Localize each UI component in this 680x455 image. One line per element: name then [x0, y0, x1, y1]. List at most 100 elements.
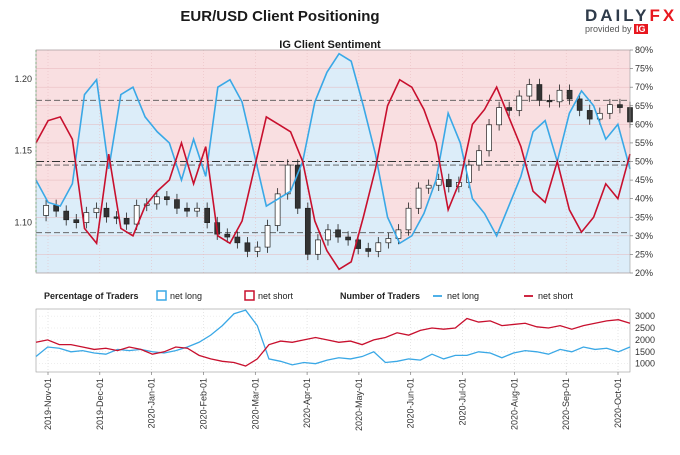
candle-body — [194, 207, 200, 212]
traders-tick-label: 2500 — [635, 323, 655, 333]
date-tick-label: 2020-Sep-01 — [561, 378, 571, 430]
legend: Percentage of Traders net long net short… — [44, 290, 574, 301]
pct-tick-label: 30% — [635, 231, 653, 241]
candle-body — [325, 229, 331, 241]
candle-body — [435, 179, 442, 186]
candle-body — [63, 210, 70, 221]
date-tick-label: 2020-Jan-01 — [147, 378, 157, 429]
traders-axis: 1000 1500 2000 2500 3000 — [635, 311, 655, 369]
pct-tick-label: 80% — [635, 45, 653, 55]
candle-body — [164, 196, 170, 200]
percent-axis: 20% 25% 30% 35% 40% 45% 50% 55% 60% 65% 70% 75% 80% — [630, 45, 653, 278]
price-tick-label: 1.15 — [14, 146, 32, 156]
candle-body — [43, 205, 49, 216]
pct-tick-label: 70% — [635, 82, 653, 92]
candle-body — [204, 207, 211, 223]
candle-body — [566, 89, 573, 100]
candle-body — [385, 238, 392, 244]
date-tick-label: 2020-Jul-01 — [458, 378, 468, 426]
candle-body — [254, 246, 261, 252]
net-short-traders-line — [35, 317, 631, 367]
candle-body — [234, 236, 241, 244]
traders-tick-label: 2000 — [635, 335, 655, 345]
logo-provided-by: provided by — [585, 24, 632, 34]
candle-body — [315, 239, 321, 255]
candle-body — [486, 124, 492, 152]
candle-body — [284, 164, 291, 195]
candle-body — [224, 233, 231, 238]
candle-body — [476, 150, 482, 166]
net-long-pct-line — [35, 52, 631, 245]
candle-body — [425, 184, 432, 189]
main-panel: 1.10 1.15 1.20 20% 25% 30% 35% 40% 45% 50% 55% 60%… — [14, 45, 653, 278]
date-tick-label: 2019-Dec-01 — [95, 378, 105, 430]
date-tick-label: 2020-Oct-01 — [613, 378, 623, 428]
candle-body — [506, 107, 513, 111]
pct-tick-label: 50% — [635, 157, 653, 167]
pct-tick-label: 65% — [635, 101, 653, 111]
candle-body — [103, 207, 110, 218]
candle-body — [405, 207, 412, 231]
price-axis: 1.10 1.15 1.20 — [14, 74, 32, 228]
candle-body — [83, 212, 90, 223]
net-short-pct-line — [35, 78, 631, 271]
date-tick-label: 2020-Mar-01 — [250, 378, 260, 430]
candle-body — [153, 196, 160, 205]
legend-num-long: net long — [447, 291, 479, 301]
candle-body — [516, 95, 523, 111]
date-tick-label: 2020-Aug-01 — [509, 378, 519, 430]
candle-body — [304, 207, 311, 255]
traders-tick-label: 3000 — [635, 311, 655, 321]
legend-pct-long-swatch — [156, 290, 167, 301]
candle-body — [294, 164, 301, 209]
candle-body — [526, 84, 533, 97]
candle-body — [496, 107, 502, 126]
price-tick-label: 1.10 — [14, 218, 32, 228]
candle-body — [244, 242, 251, 252]
ig-logo-icon: IG — [634, 24, 648, 34]
pct-tick-label: 45% — [635, 175, 653, 185]
dailyfx-logo: DAILYFX provided by IG — [585, 6, 675, 40]
legend-num-label: Number of Traders — [340, 291, 420, 301]
candle-body — [415, 187, 422, 209]
price-tick-label: 1.20 — [14, 74, 32, 84]
candle-body — [365, 248, 372, 252]
price-candles — [43, 78, 633, 261]
net-long-area — [36, 53, 630, 273]
chart-subtitle: IG Client Sentiment — [279, 39, 381, 51]
candle-body — [536, 84, 543, 101]
date-axis: 2019-Nov-01 2019-Dec-01 2020-Jan-01 2020-Fe… — [43, 372, 623, 431]
candle-body — [73, 219, 80, 223]
legend-pct-short: net short — [258, 291, 294, 301]
candle-body — [586, 110, 593, 120]
candle-body — [375, 242, 382, 252]
pct-tick-label: 75% — [635, 64, 653, 74]
pct-tick-label: 40% — [635, 194, 653, 204]
legend-num-short: net short — [538, 291, 574, 301]
date-tick-label: 2019-Nov-01 — [43, 378, 53, 430]
traders-panel: 1000 1500 2000 2500 3000 — [35, 308, 655, 373]
traders-tick-label: 1500 — [635, 347, 655, 357]
net-long-traders-line — [35, 309, 631, 366]
logo-wordmark: DAILYFX — [585, 6, 675, 26]
candle-body — [123, 217, 130, 225]
candle-body — [93, 207, 100, 213]
candle-body — [264, 225, 271, 248]
candle-body — [546, 100, 553, 103]
candle-body — [576, 98, 583, 111]
candle-body — [184, 207, 190, 212]
date-tick-label: 2020-Feb-01 — [198, 378, 208, 430]
pct-tick-label: 25% — [635, 249, 653, 259]
chart-title: EUR/USD Client Positioning — [180, 8, 380, 25]
logo-daily: DAILY — [585, 6, 650, 25]
date-tick-label: 2020-May-01 — [354, 378, 364, 431]
candle-body — [274, 193, 281, 226]
candle-body — [445, 179, 452, 188]
pct-tick-label: 55% — [635, 138, 653, 148]
date-tick-label: 2020-Jun-01 — [406, 378, 416, 429]
candle-body — [133, 205, 140, 225]
legend-pct-long: net long — [170, 291, 202, 301]
legend-pct-label: Percentage of Traders — [44, 291, 139, 301]
candle-body — [617, 104, 623, 108]
